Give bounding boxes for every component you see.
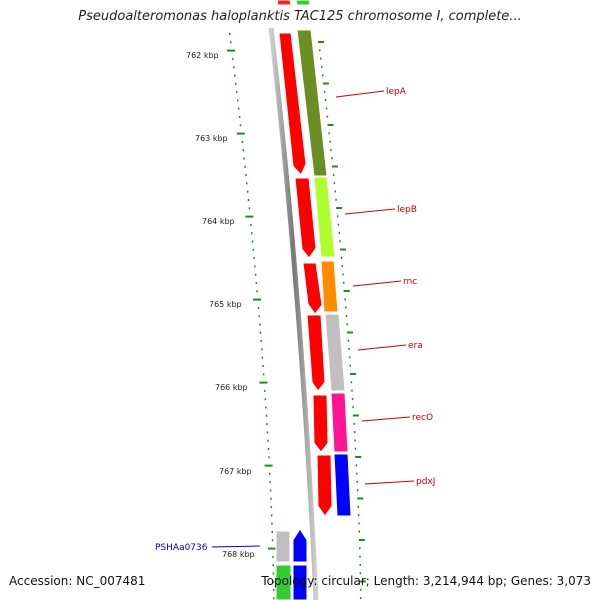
gene-label-pdxJ[interactable]: pdxJ bbox=[416, 477, 435, 487]
scale-labels: 762 kbp 763 kbp 764 kbp 765 kbp 766 kbp … bbox=[186, 51, 255, 559]
callout-line-lepA bbox=[335, 90, 385, 98]
gene-label-rnc[interactable]: rnc bbox=[403, 277, 417, 287]
gene-label-lepA[interactable]: lepA bbox=[386, 87, 407, 97]
gene-bar-pdxJ[interactable] bbox=[333, 453, 352, 517]
scale-label: 764 kbp bbox=[202, 217, 235, 226]
red-gene-arrow[interactable] bbox=[302, 262, 323, 315]
gene-bar-recO[interactable] bbox=[330, 392, 349, 453]
callout-line-pdxJ bbox=[364, 480, 415, 485]
gene-label-lepB[interactable]: lepB bbox=[397, 205, 417, 215]
gene-callout-lines bbox=[211, 90, 415, 548]
chromosome-backbone bbox=[268, 27, 319, 600]
gene-bar-era[interactable] bbox=[324, 313, 346, 392]
gene-labels: lepA lepB rnc era recO pdxJ PSHAa0736 bbox=[155, 87, 435, 553]
red-feature-top[interactable] bbox=[276, 0, 292, 6]
gene-bar-lepB[interactable] bbox=[313, 176, 336, 258]
map-title: Pseudoalteromonas haloplanktis TAC125 ch… bbox=[78, 9, 522, 24]
red-gene-arrow[interactable] bbox=[316, 454, 333, 517]
gene-bars bbox=[296, 29, 352, 517]
gene-bar-PSHAa0736[interactable] bbox=[275, 530, 291, 563]
red-gene-arrow[interactable] bbox=[294, 177, 317, 259]
green-feature-bottom[interactable] bbox=[275, 564, 292, 600]
scale-label: 762 kbp bbox=[186, 51, 219, 60]
gene-bar-lepA[interactable] bbox=[296, 29, 328, 177]
scale-label: 768 kbp bbox=[222, 550, 255, 559]
callout-line-era bbox=[357, 344, 407, 351]
forward-strand-arrows bbox=[278, 32, 333, 517]
blue-feature-bottom[interactable] bbox=[292, 564, 308, 600]
scale-label: 765 kbp bbox=[209, 300, 242, 309]
gene-bar-rnc[interactable] bbox=[320, 260, 339, 313]
scale-ticks bbox=[227, 33, 366, 600]
scale-label: 767 kbp bbox=[219, 467, 252, 476]
gene-label-PSHAa0736[interactable]: PSHAa0736 bbox=[155, 543, 208, 553]
callout-line-recO bbox=[361, 416, 411, 422]
callout-line-PSHAa0736 bbox=[211, 545, 261, 548]
gene-label-era[interactable]: era bbox=[408, 341, 423, 351]
callout-line-lepB bbox=[344, 208, 396, 215]
blue-gene-arrow[interactable] bbox=[292, 528, 308, 563]
bottom-features bbox=[275, 528, 308, 600]
red-gene-arrow[interactable] bbox=[312, 394, 329, 453]
green-feature-top[interactable] bbox=[295, 0, 311, 6]
red-gene-arrow[interactable] bbox=[278, 32, 307, 176]
topology-text: Topology: circular; Length: 3,214,944 bp… bbox=[261, 574, 591, 588]
scale-label: 766 kbp bbox=[215, 383, 248, 392]
scale-label: 763 kbp bbox=[195, 134, 228, 143]
red-gene-arrow[interactable] bbox=[306, 314, 326, 392]
callout-line-rnc bbox=[352, 280, 402, 287]
gene-label-recO[interactable]: recO bbox=[412, 413, 433, 423]
accession-text: Accession: NC_007481 bbox=[9, 574, 146, 588]
